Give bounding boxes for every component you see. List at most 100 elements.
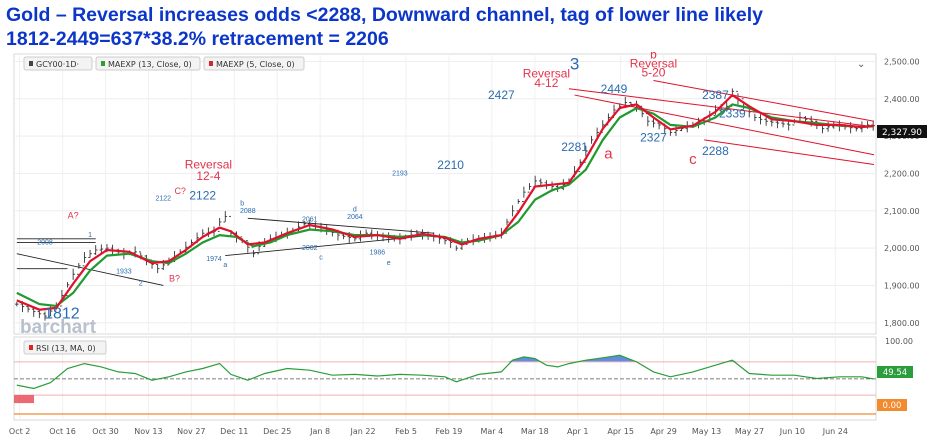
wave-label-blue: d bbox=[353, 207, 357, 214]
rsi-tick-label: 100.00 bbox=[885, 337, 913, 346]
wave-label-blue: 2064 bbox=[347, 214, 363, 221]
x-tick-label: Jan 22 bbox=[350, 427, 376, 436]
wave-label-blue: 2387 bbox=[702, 88, 729, 102]
wave-label-blue: c bbox=[319, 254, 323, 261]
x-tick-label: Mar 18 bbox=[521, 427, 549, 436]
legend-ma5-marker bbox=[209, 61, 213, 66]
legend-ma13-label: MAEXP (13, Close, 0) bbox=[108, 60, 192, 69]
wave-label-red: Reversal bbox=[185, 158, 232, 172]
x-tick-label: Oct 30 bbox=[92, 427, 119, 436]
last-price-tag: 2,327.90 bbox=[877, 125, 927, 138]
main-panel bbox=[13, 53, 877, 335]
wave-label-blue: 1986 bbox=[370, 249, 386, 256]
legend[interactable]: GCY00·1D· MAEXP (13, Close, 0) MAEXP (5,… bbox=[23, 56, 305, 355]
wave-label-blue: 2 bbox=[139, 280, 143, 287]
x-tick-label: Nov 13 bbox=[134, 427, 162, 436]
wave-label-blue: 2327 bbox=[640, 131, 667, 145]
wave-label-blue: 2122 bbox=[189, 189, 216, 203]
channel-upper-line bbox=[568, 88, 875, 128]
chart-subtitle: 1812-2449=637*38.2% retracement = 2206 bbox=[6, 28, 389, 50]
legend-symbol-marker bbox=[29, 61, 33, 66]
wave-label-red: C? bbox=[174, 186, 186, 196]
wave-label-red: 4-12 bbox=[534, 76, 558, 90]
wave-label-red: B? bbox=[169, 274, 180, 284]
x-tick-label: Oct 16 bbox=[49, 427, 76, 436]
last-price-label: 2,327.90 bbox=[882, 128, 922, 138]
y-axis: 2,500.002,400.002,300.002,200.002,100.00… bbox=[884, 57, 920, 327]
collapse-chevron-icon[interactable]: ⌄ bbox=[857, 59, 865, 70]
x-tick-label: Feb 5 bbox=[395, 427, 417, 436]
wave-label-blue: 2281 bbox=[561, 140, 588, 154]
x-tick-label: Nov 27 bbox=[177, 427, 205, 436]
legend-ma13-chip[interactable] bbox=[95, 56, 201, 71]
x-tick-label: Jun 10 bbox=[779, 427, 805, 436]
wave-label-red: 12-4 bbox=[196, 169, 220, 183]
wave-label-blue: a bbox=[223, 262, 227, 269]
wave-label-blue: 2288 bbox=[702, 144, 729, 158]
rsi-oversold-fill bbox=[14, 395, 34, 404]
x-tick-label: Jan 8 bbox=[309, 427, 330, 436]
legend-symbol-chip[interactable] bbox=[23, 56, 93, 71]
wave-label-red: Reversal bbox=[630, 56, 677, 70]
legend-ma13-marker bbox=[101, 61, 105, 66]
wave-label-red: c bbox=[689, 151, 697, 168]
y-tick-label: 2,200.00 bbox=[884, 169, 920, 178]
x-tick-label: May 13 bbox=[692, 427, 721, 436]
wave-label-blue: e bbox=[387, 260, 391, 267]
x-tick-label: Dec 11 bbox=[220, 427, 248, 436]
rsi-value-label: 49.54 bbox=[883, 368, 907, 378]
wave-label-blue: 1974 bbox=[206, 256, 222, 263]
wave-label-blue: 2210 bbox=[437, 158, 464, 172]
wave-label-red: A? bbox=[68, 210, 79, 220]
wave-label-red: b bbox=[650, 52, 657, 61]
legend-ma5-label: MAEXP (5, Close, 0) bbox=[216, 60, 295, 69]
y-tick-label: 2,000.00 bbox=[884, 244, 920, 253]
x-tick-label: Feb 19 bbox=[435, 427, 462, 436]
legend-ma5-chip[interactable] bbox=[203, 56, 305, 71]
channel-lower-line-a bbox=[574, 94, 875, 156]
x-axis: Oct 2 Oct 16 Oct 30 Nov 13 Nov 27 Dec 11 Dec 2… bbox=[9, 427, 848, 436]
wave-label-blue: 2449 bbox=[601, 82, 628, 96]
legend-symbol-label: GCY00·1D· bbox=[36, 60, 79, 69]
wave-label-blue: 3 bbox=[570, 55, 579, 74]
wave-label-red: 5-20 bbox=[641, 65, 665, 79]
rsi-indicator bbox=[14, 354, 876, 415]
wave-trendline bbox=[247, 217, 434, 234]
legend-rsi-chip[interactable] bbox=[23, 340, 107, 355]
y-tick-label: 2,500.00 bbox=[884, 57, 920, 66]
y-tick-label: 2,100.00 bbox=[884, 207, 920, 216]
y-tick-label: 1,900.00 bbox=[884, 281, 920, 290]
x-tick-label: Apr 29 bbox=[650, 427, 677, 436]
wave-label-blue: b bbox=[240, 201, 244, 208]
channel-top-line-b bbox=[653, 80, 875, 122]
x-tick-label: May 27 bbox=[735, 427, 764, 436]
wave-label-red: Reversal bbox=[523, 67, 570, 81]
wave-label-blue: 2088 bbox=[240, 208, 256, 215]
wave-label-red: a bbox=[604, 146, 613, 163]
rsi-line bbox=[16, 354, 874, 390]
wave-label-blue: 2193 bbox=[392, 170, 408, 177]
downward-channel bbox=[568, 80, 875, 166]
x-tick-label: Dec 25 bbox=[263, 427, 291, 436]
price-chart[interactable]: 2,500.002,400.002,300.002,200.002,100.00… bbox=[0, 52, 930, 446]
rsi-level-tag: 49.54 bbox=[877, 366, 913, 378]
y-tick-label: 1,800.00 bbox=[884, 319, 920, 328]
legend-rsi-label: RSI (13, MA, 0) bbox=[36, 344, 96, 353]
x-tick-label: Jun 24 bbox=[822, 427, 848, 436]
wave-label-blue: 2008 bbox=[37, 239, 53, 246]
y-tick-label: 2,400.00 bbox=[884, 95, 920, 104]
channel-bottom-line-c bbox=[704, 139, 875, 166]
series-ma5-line bbox=[16, 93, 874, 311]
wave-label-blue: 2061 bbox=[302, 216, 318, 223]
x-tick-label: Apr 15 bbox=[607, 427, 634, 436]
wave-label-blue: 2427 bbox=[488, 88, 515, 102]
x-tick-label: Apr 1 bbox=[567, 427, 588, 436]
rsi-zero-tag: 0.00 bbox=[877, 399, 907, 411]
wave-label-blue: 2002 bbox=[302, 245, 318, 252]
wave-label-blue: 1 bbox=[88, 232, 92, 239]
legend-rsi-marker bbox=[29, 345, 33, 350]
wave-label-blue: 2122 bbox=[156, 195, 172, 202]
rsi-zero-label: 0.00 bbox=[883, 401, 902, 411]
watermark: barchart bbox=[20, 317, 97, 338]
